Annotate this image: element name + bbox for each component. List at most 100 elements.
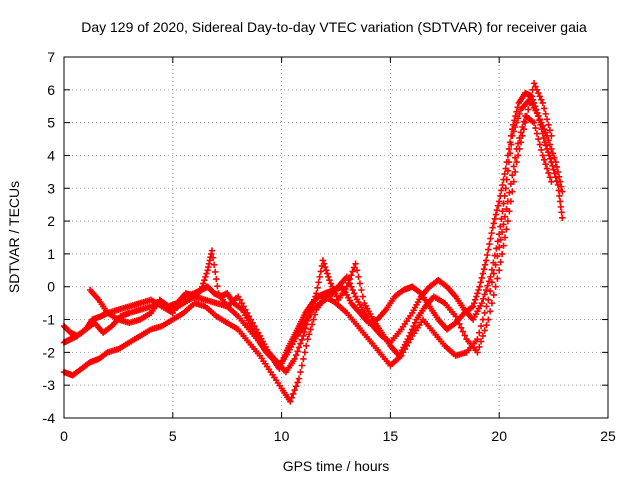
point-track-b-109 (236, 296, 244, 304)
point-track-d-310 (540, 126, 548, 133)
point-track-b-149 (298, 336, 306, 343)
point-track-b-275 (483, 321, 490, 329)
point-track-d-275 (494, 238, 501, 245)
point-track-c-133 (288, 394, 295, 401)
point-track-b-315 (543, 116, 551, 123)
point-track-b-307 (532, 83, 539, 90)
point-track-a-378 (554, 181, 562, 189)
point-track-a-375 (551, 170, 558, 177)
point-track-a-304 (474, 290, 481, 297)
point-track-a-316 (487, 235, 494, 242)
point-track-d-289 (510, 128, 517, 135)
point-track-b-175 (327, 280, 335, 287)
point-track-b-280 (492, 283, 499, 290)
point-track-b-278 (488, 299, 496, 307)
point-track-b-279 (490, 291, 497, 299)
y-tick-label-4: 0 (47, 279, 55, 295)
point-track-d-265 (480, 295, 487, 302)
point-track-b-119 (254, 329, 262, 336)
point-track-d-264 (478, 299, 485, 307)
point-track-d-291 (513, 119, 520, 126)
point-track-a-306 (476, 283, 483, 290)
point-track-c-265 (514, 140, 522, 147)
point-track-b-287 (503, 226, 510, 233)
point-track-c-279 (535, 135, 542, 143)
point-track-d-312 (543, 132, 551, 139)
point-track-c-284 (542, 161, 549, 168)
y-tick-label-0: -4 (43, 410, 56, 426)
point-track-b-148 (297, 340, 304, 347)
point-track-b-145 (292, 351, 300, 359)
point-track-b-117 (251, 322, 258, 330)
point-track-b-195 (356, 280, 364, 287)
point-track-d-279 (499, 208, 506, 215)
point-track-c-244 (481, 309, 488, 317)
point-track-a-322 (493, 206, 501, 214)
point-track-d-284 (504, 167, 512, 174)
point-track-d-323 (558, 183, 565, 190)
point-track-a-371 (547, 155, 554, 162)
point-track-a-323 (494, 202, 502, 209)
point-track-c-255 (500, 221, 507, 228)
y-axis-label: SDTVAR / TECUs (6, 181, 22, 293)
point-track-b-111 (240, 303, 247, 310)
point-track-a-369 (544, 148, 552, 156)
point-track-b-271 (476, 343, 483, 351)
point-track-a-309 (479, 270, 487, 277)
point-track-b-193 (353, 267, 361, 274)
point-track-c-132 (287, 398, 294, 405)
point-track-b-233 (411, 319, 419, 327)
point-track-d-322 (556, 178, 564, 185)
axes: 0 5 10 15 20 25 -4 -3 -2 -1 0 1 2 3 4 5 6 7 (43, 49, 616, 444)
point-track-d-288 (509, 132, 516, 139)
point-track-b-262 (459, 328, 467, 335)
point-track-d-89 (214, 282, 221, 290)
y-tick-label-11: 7 (47, 49, 55, 65)
x-tick-label-0: 0 (60, 428, 68, 444)
point-track-b-168 (319, 257, 327, 264)
point-track-b-281 (494, 275, 501, 282)
point-track-c-142 (301, 349, 309, 356)
point-track-b-197 (359, 293, 367, 300)
y-tick-label-8: 4 (47, 147, 55, 163)
point-track-d-306 (535, 112, 542, 120)
point-track-b-176 (329, 283, 336, 290)
point-track-c-203 (407, 336, 414, 343)
point-track-c-137 (294, 379, 301, 386)
point-track-b-112 (242, 306, 249, 313)
point-track-d-88 (213, 275, 220, 283)
point-track-b-169 (320, 260, 328, 267)
point-track-a-310 (480, 266, 488, 273)
point-track-b-309 (535, 89, 542, 97)
point-track-c-257 (503, 205, 510, 213)
point-track-c-245 (483, 303, 490, 310)
point-track-c-256 (501, 213, 509, 220)
point-track-b-263 (461, 332, 468, 339)
point-track-a-379 (555, 187, 562, 194)
point-track-a-384 (559, 214, 566, 222)
grid (64, 57, 608, 418)
point-track-d-87 (212, 268, 219, 276)
x-tick-label-2: 10 (274, 428, 290, 444)
point-track-c-283 (540, 156, 548, 164)
point-track-b-316 (545, 121, 552, 129)
point-track-b-260 (456, 320, 463, 328)
point-track-b-304 (527, 93, 535, 100)
point-track-c-136 (292, 383, 300, 390)
point-track-c-140 (298, 362, 306, 369)
point-track-d-278 (498, 215, 505, 223)
point-track-d-267 (482, 286, 490, 294)
point-track-b-150 (300, 332, 307, 340)
point-track-a-308 (478, 274, 485, 282)
point-track-d-311 (542, 129, 549, 136)
point-track-b-310 (536, 93, 544, 100)
point-track-d-274 (493, 245, 500, 252)
point-track-c-147 (308, 321, 316, 328)
point-track-c-268 (519, 123, 526, 131)
point-track-d-313 (545, 136, 552, 144)
point-track-a-327 (499, 181, 506, 189)
point-track-b-171 (323, 267, 330, 274)
y-tick-label-6: 2 (47, 213, 55, 229)
point-track-d-268 (484, 282, 491, 289)
y-tick-label-3: -1 (43, 312, 56, 328)
